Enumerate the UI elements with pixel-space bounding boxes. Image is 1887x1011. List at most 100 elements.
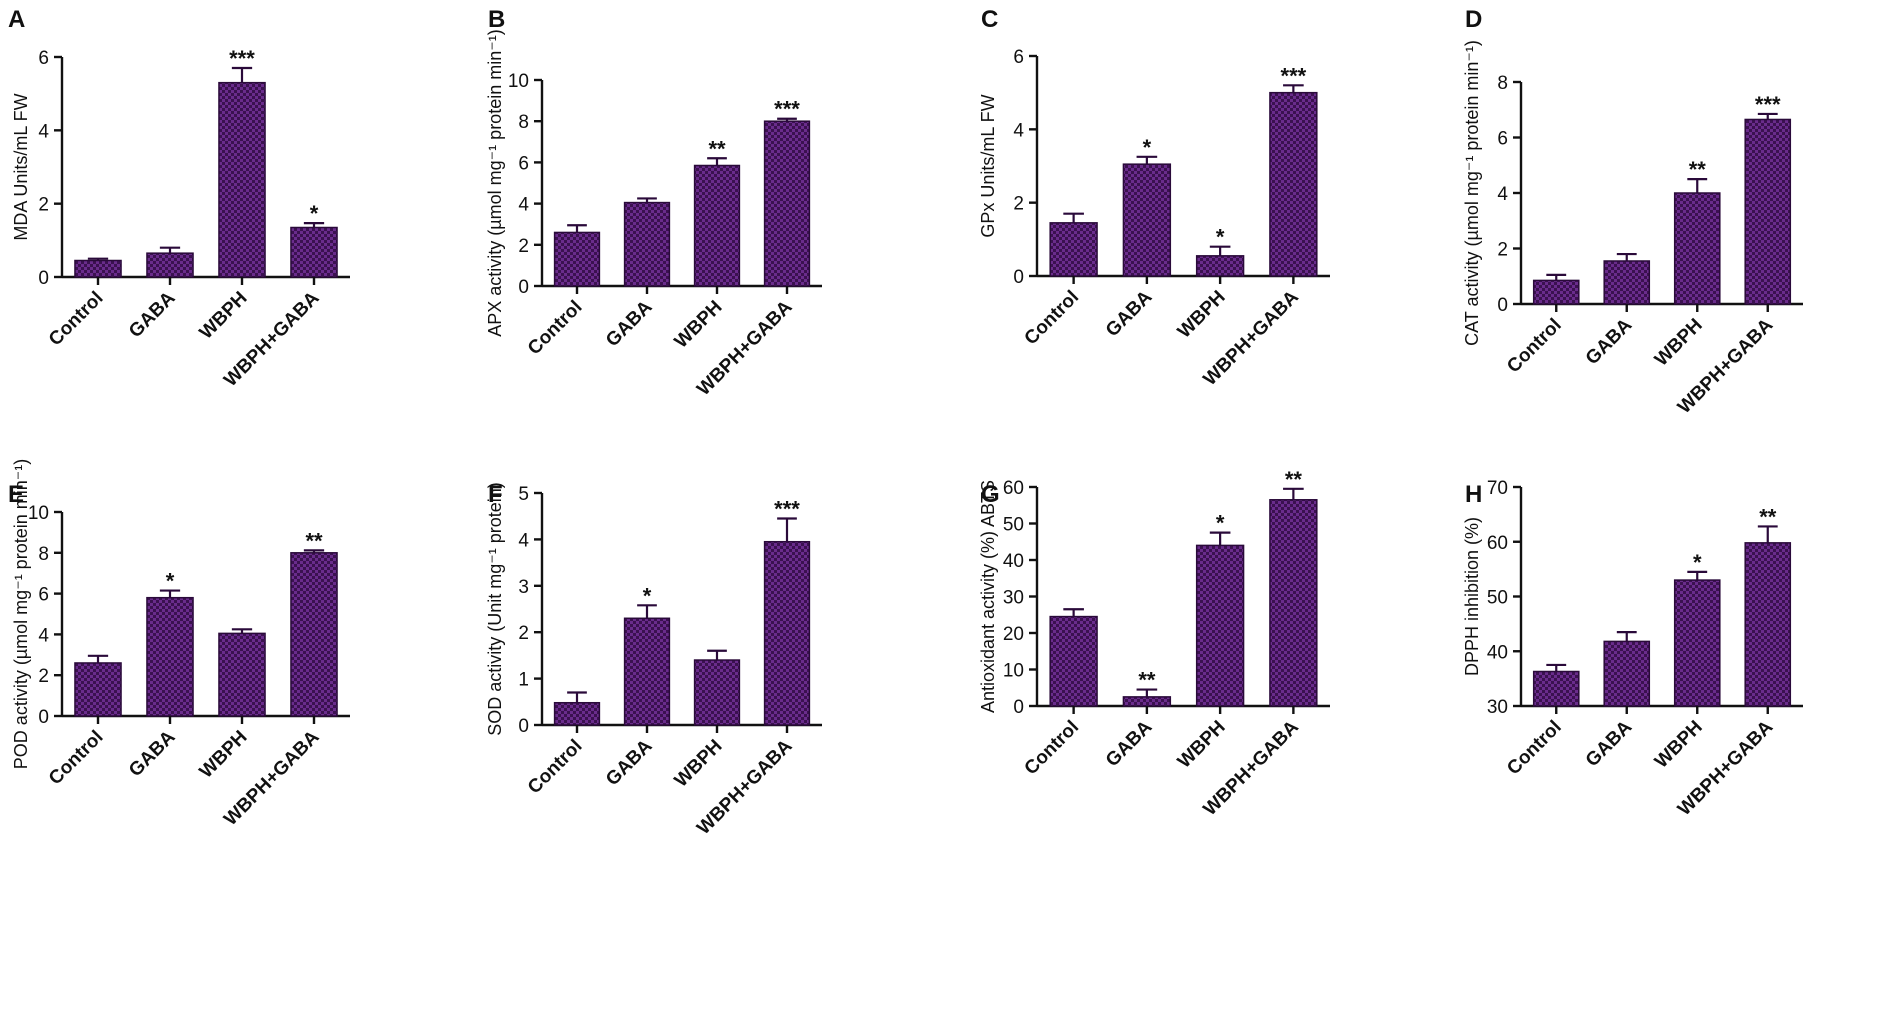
bar-g-4[interactable] <box>1269 499 1318 707</box>
bar-c-3[interactable] <box>1195 255 1245 277</box>
y-tick-label: 4 <box>518 195 529 216</box>
y-tick-label: 20 <box>1003 624 1024 645</box>
x-category-label: GABA <box>602 296 657 351</box>
x-category-label: Control <box>45 727 108 790</box>
bar-b-2[interactable] <box>623 201 671 287</box>
bar-h-1[interactable] <box>1532 670 1580 707</box>
y-tick-label: 6 <box>38 48 49 69</box>
y-tick-label: 2 <box>1497 240 1508 261</box>
bar-h-4[interactable] <box>1744 542 1792 707</box>
bar-b-1[interactable] <box>553 231 601 287</box>
y-tick-label: 4 <box>38 121 49 142</box>
y-tick-label: 10 <box>28 503 49 524</box>
y-axis-label: DPPH inhibition (%) <box>1462 517 1482 676</box>
x-category-label: GABA <box>1582 716 1637 771</box>
bar-e-1[interactable] <box>74 662 122 717</box>
bar-e-2[interactable] <box>146 596 194 717</box>
y-tick-label: 8 <box>1497 73 1508 94</box>
y-tick-label: 70 <box>1487 478 1508 499</box>
significance-marker: *** <box>774 497 800 522</box>
y-tick-label: 60 <box>1487 533 1508 554</box>
x-category-label: GABA <box>1582 314 1637 369</box>
bar-f-1[interactable] <box>553 701 601 726</box>
y-tick-label: 6 <box>1497 129 1508 150</box>
y-tick-label: 2 <box>518 623 529 644</box>
x-category-label: Control <box>1503 717 1566 780</box>
bar-f-4[interactable] <box>763 540 811 726</box>
x-category-label: Control <box>1503 315 1566 378</box>
x-category-label: GABA <box>1102 286 1157 341</box>
bar-c-2[interactable] <box>1122 163 1172 277</box>
bar-a-4[interactable] <box>290 226 338 278</box>
x-category-label: WBPH <box>671 736 727 792</box>
bar-c-4[interactable] <box>1269 91 1318 277</box>
panel-letter-b: B <box>488 6 505 33</box>
bar-g-3[interactable] <box>1195 544 1245 707</box>
bar-e-4[interactable] <box>290 552 338 717</box>
significance-marker: * <box>310 201 319 226</box>
bar-c-1[interactable] <box>1049 222 1098 277</box>
chart-panel-c: C 0 2 4 6 GPx Units/mL FW Control * GABA * WBPH ***… <box>978 6 1330 390</box>
y-tick-label: 2 <box>38 195 49 216</box>
x-category-label: WBPH <box>196 288 252 344</box>
y-tick-label: 4 <box>1013 120 1024 141</box>
panel-letter-d: D <box>1465 6 1482 33</box>
y-tick-label: 30 <box>1003 588 1024 609</box>
y-tick-label: 0 <box>38 707 49 728</box>
x-category-label: GABA <box>125 726 180 781</box>
significance-marker: * <box>643 583 652 608</box>
y-tick-label: 2 <box>38 666 49 687</box>
bar-d-3[interactable] <box>1673 192 1721 305</box>
x-category-label: Control <box>1021 717 1084 780</box>
y-tick-label: 5 <box>518 484 529 505</box>
bar-f-2[interactable] <box>623 617 671 726</box>
y-tick-label: 6 <box>518 153 529 174</box>
x-category-label: WBPH <box>1174 717 1230 773</box>
bar-h-2[interactable] <box>1603 640 1651 707</box>
y-tick-label: 8 <box>518 112 529 133</box>
y-tick-label: 0 <box>38 268 49 289</box>
x-category-label: WBPH <box>1651 717 1707 773</box>
x-category-label: Control <box>524 297 587 360</box>
y-axis-label: CAT activity (µmol mg⁻¹ protein min⁻¹) <box>1462 40 1482 346</box>
bar-d-4[interactable] <box>1744 118 1792 305</box>
bar-d-1[interactable] <box>1532 279 1580 305</box>
significance-marker: * <box>166 569 175 594</box>
y-tick-label: 6 <box>38 585 49 606</box>
bar-f-3[interactable] <box>693 659 741 726</box>
bar-a-3[interactable] <box>218 81 266 278</box>
y-tick-label: 0 <box>518 716 529 737</box>
x-category-label: GABA <box>1102 716 1157 771</box>
bar-e-3[interactable] <box>218 632 266 717</box>
y-tick-label: 50 <box>1003 515 1024 536</box>
y-tick-label: 30 <box>1487 697 1508 718</box>
bar-d-2[interactable] <box>1603 260 1651 305</box>
bar-h-3[interactable] <box>1673 579 1721 707</box>
panel-letter-e: E <box>8 481 24 508</box>
y-tick-label: 0 <box>518 277 529 298</box>
y-tick-label: 4 <box>1497 184 1508 205</box>
chart-panel-f: F 0 1 2 3 4 5 SOD activity (Unit mg⁻¹ protein) C… <box>485 481 822 839</box>
x-category-label: WBPH <box>1174 287 1230 343</box>
significance-marker: *** <box>1755 92 1781 117</box>
significance-marker: *** <box>1281 63 1307 88</box>
significance-marker: *** <box>774 97 800 122</box>
bar-b-3[interactable] <box>693 164 741 287</box>
y-tick-label: 4 <box>38 625 49 646</box>
y-axis-label: MDA Units/mL FW <box>11 93 31 240</box>
panel-letter-f: F <box>488 481 503 508</box>
bar-b-4[interactable] <box>763 120 811 287</box>
x-category-label: Control <box>1021 287 1084 350</box>
bar-a-1[interactable] <box>74 259 122 278</box>
significance-marker: ** <box>708 136 726 161</box>
y-tick-label: 2 <box>518 236 529 257</box>
panel-letter-h: H <box>1465 481 1482 508</box>
bar-g-1[interactable] <box>1049 615 1098 707</box>
y-tick-label: 1 <box>518 670 529 691</box>
bar-a-2[interactable] <box>146 252 194 278</box>
bar-g-2[interactable] <box>1122 696 1172 707</box>
